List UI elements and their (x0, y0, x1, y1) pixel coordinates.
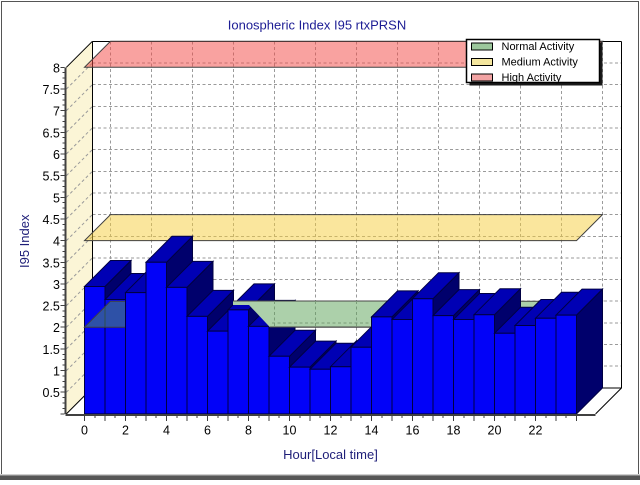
svg-text:2.5: 2.5 (43, 300, 60, 314)
svg-text:6.5: 6.5 (43, 126, 60, 140)
svg-text:7.5: 7.5 (43, 83, 60, 97)
svg-text:22: 22 (529, 423, 543, 437)
svg-text:0.5: 0.5 (43, 386, 60, 400)
svg-text:6: 6 (53, 148, 60, 162)
svg-text:14: 14 (365, 423, 379, 437)
svg-text:Ionospheric Index I95 rtxPRSN: Ionospheric Index I95 rtxPRSN (228, 18, 406, 33)
svg-text:8: 8 (245, 423, 252, 437)
svg-text:Hour[Local time]: Hour[Local time] (283, 447, 378, 462)
svg-text:1.5: 1.5 (43, 343, 60, 357)
svg-text:4.5: 4.5 (43, 213, 60, 227)
svg-text:High Activity: High Activity (502, 72, 562, 84)
svg-text:4: 4 (53, 235, 60, 249)
svg-text:5: 5 (53, 191, 60, 205)
svg-text:12: 12 (324, 423, 338, 437)
svg-text:0: 0 (81, 423, 88, 437)
svg-text:18: 18 (447, 423, 461, 437)
svg-text:2: 2 (53, 321, 60, 335)
svg-text:3.5: 3.5 (43, 256, 60, 270)
svg-text:4: 4 (163, 423, 170, 437)
svg-text:16: 16 (406, 423, 420, 437)
svg-text:Medium Activity: Medium Activity (502, 57, 579, 69)
svg-text:20: 20 (488, 423, 502, 437)
svg-text:5.5: 5.5 (43, 170, 60, 184)
svg-text:3: 3 (53, 278, 60, 292)
svg-text:7: 7 (53, 105, 60, 119)
svg-text:2: 2 (122, 423, 129, 437)
svg-text:1: 1 (53, 365, 60, 379)
svg-text:8: 8 (53, 61, 60, 75)
svg-text:10: 10 (283, 423, 297, 437)
svg-text:I95 Index: I95 Index (17, 214, 32, 268)
svg-text:6: 6 (204, 423, 211, 437)
svg-text:Normal Activity: Normal Activity (502, 41, 575, 53)
